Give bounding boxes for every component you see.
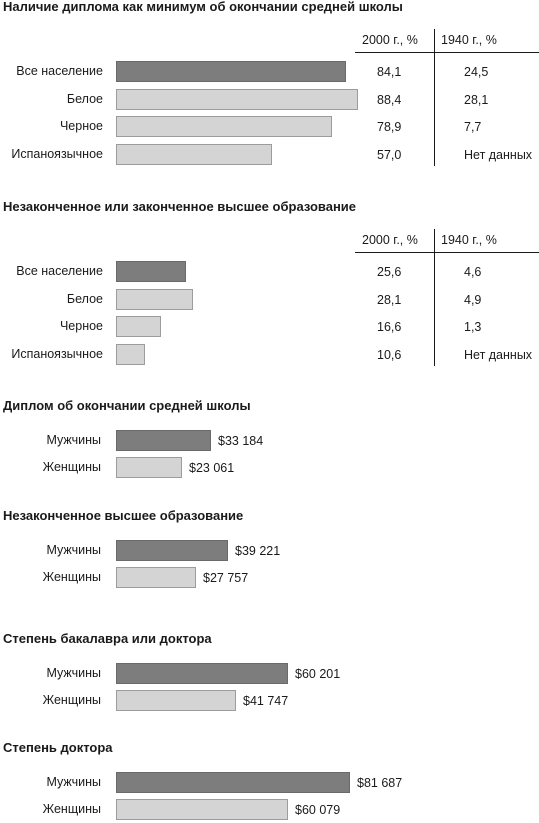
header-rule [355,252,539,253]
value-1940: 24,5 [464,65,489,79]
bar [116,457,182,478]
column-header-2000: 2000 г., % [362,233,418,247]
category-label: Белое [66,91,103,106]
bar [116,116,332,137]
bar [116,343,145,365]
category-label: Испаноязычное [11,346,103,361]
chart-title: Степень доктора [3,740,113,755]
value-2000: 25,6 [377,265,402,279]
category-label: Черное [59,119,103,133]
chart-title: Наличие диплома как минимум об окончании… [3,0,403,14]
chart-section: Наличие диплома как минимум об окончании… [0,0,539,166]
category-label: Женщины [42,802,101,816]
header-rule [355,52,539,53]
chart-section: Степень бакалавра или доктора Мужчины $60 … [0,631,539,742]
value-1940: 7,7 [464,120,482,134]
category-label: Все население [16,64,103,78]
bar [116,772,350,793]
value-2000: 57,0 [377,147,402,162]
bar-value-label: $60 201 [295,667,341,681]
category-label: Женщины [42,460,101,474]
value-2000: 84,1 [377,65,402,79]
bar [116,540,228,561]
bar-value-label: $23 061 [189,461,235,475]
category-label: Женщины [42,570,101,584]
bar [116,690,236,711]
bar [116,61,346,82]
category-label: Мужчины [46,775,101,789]
value-1940: Нет данных [464,347,533,362]
bar-value-label: $27 757 [203,571,249,585]
category-label: Мужчины [46,433,101,447]
bar [116,316,161,337]
column-header-2000: 2000 г., % [362,33,418,47]
bar [116,799,288,820]
bar [116,143,272,165]
value-2000: 10,6 [377,347,402,362]
bar [116,88,358,110]
column-header-1940: 1940 г., % [441,33,497,47]
chart-title: Незаконченное высшее образование [3,508,244,523]
value-1940: 28,1 [464,92,489,107]
bar-value-label: $41 747 [243,694,289,708]
value-2000: 88,4 [377,92,402,107]
bar-value-label: $39 221 [235,544,281,558]
column-divider [434,29,435,166]
bar [116,430,211,451]
bar [116,288,193,310]
bar-value-label: $33 184 [218,434,264,448]
category-label: Испаноязычное [11,146,103,161]
category-label: Мужчины [46,666,101,680]
bar [116,663,288,684]
chart-title: Незаконченное или законченное высшее обр… [3,199,357,214]
chart-title: Диплом об окончании средней школы [3,398,251,413]
category-label: Белое [66,291,103,306]
value-1940: 4,6 [464,265,482,279]
bar [116,567,196,588]
chart-section: Степень доктора Мужчины $81 687 Женщины $60 … [0,740,539,823]
value-2000: 78,9 [377,120,402,134]
category-label: Все население [16,264,103,278]
category-label: Женщины [42,693,101,707]
category-label: Мужчины [46,543,101,557]
column-divider [434,229,435,366]
chart-section: Незаконченное или законченное высшее обр… [0,199,539,366]
chart-section: Незаконченное высшее образование Мужчины $… [0,508,539,619]
chart-section: Диплом об окончании средней школы Мужчины… [0,398,539,509]
value-1940: 1,3 [464,320,482,334]
bar-value-label: $81 687 [357,776,403,790]
bar-value-label: $60 079 [295,803,341,817]
value-1940: 4,9 [464,292,482,307]
value-1940: Нет данных [464,147,533,162]
value-2000: 16,6 [377,320,402,334]
bar [116,261,186,282]
chart-title: Степень бакалавра или доктора [3,631,212,646]
category-label: Черное [59,319,103,333]
column-header-1940: 1940 г., % [441,233,497,247]
value-2000: 28,1 [377,292,402,307]
